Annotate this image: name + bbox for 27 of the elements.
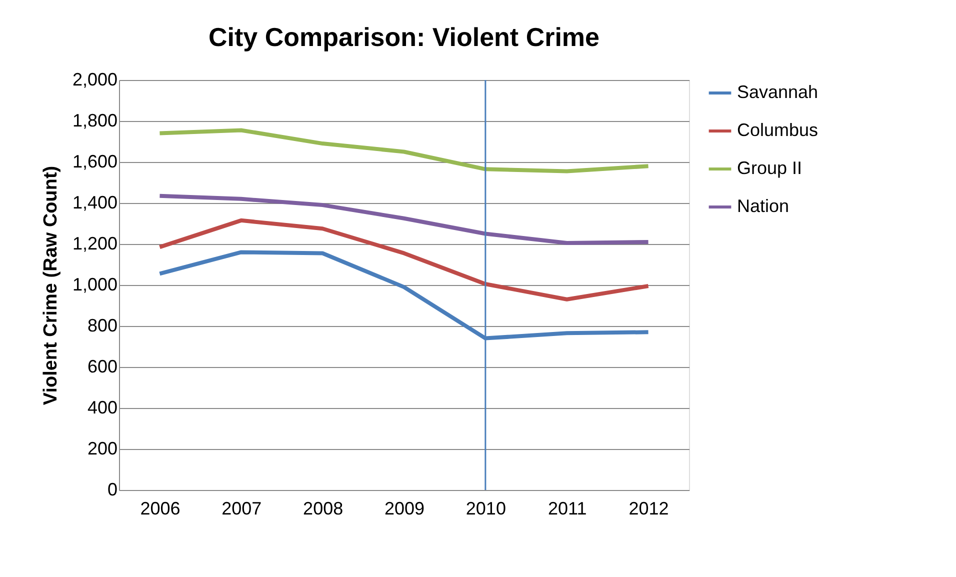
y-tick-label: 400: [87, 398, 118, 418]
chart-title: City Comparison: Violent Crime: [208, 22, 600, 52]
y-tick-label: 0: [107, 480, 118, 500]
line-series: [158, 128, 650, 174]
y-tick-label: 1,600: [72, 152, 118, 172]
x-tick-label: 2007: [222, 498, 262, 518]
x-tick-label: 2006: [140, 498, 180, 518]
x-tick-label: 2012: [628, 498, 669, 518]
legend-label: Nation: [737, 196, 790, 216]
y-tick-label: 200: [87, 438, 118, 458]
x-tick-label: 2011: [548, 498, 587, 518]
legend-label: Columbus: [737, 120, 818, 140]
y-tick-label: 2,000: [72, 70, 118, 90]
legend-label: Savannah: [737, 82, 818, 102]
x-tick-label: 2009: [384, 498, 425, 518]
y-tick-label: 600: [87, 356, 118, 376]
line-series: [158, 194, 650, 245]
y-tick-label: 1,200: [72, 234, 118, 254]
y-axis-title: Violent Crime (Raw Count): [40, 166, 62, 406]
y-tick-label: 1,400: [72, 192, 118, 212]
x-tick-label: 2008: [303, 498, 344, 518]
y-tick-label: 800: [87, 316, 118, 336]
legend-label: Group II: [737, 158, 802, 178]
line-series: [158, 218, 650, 302]
y-tick-label: 1,000: [72, 274, 118, 294]
x-tick-label: 2010: [466, 498, 506, 518]
y-tick-label: 1,800: [72, 110, 118, 130]
